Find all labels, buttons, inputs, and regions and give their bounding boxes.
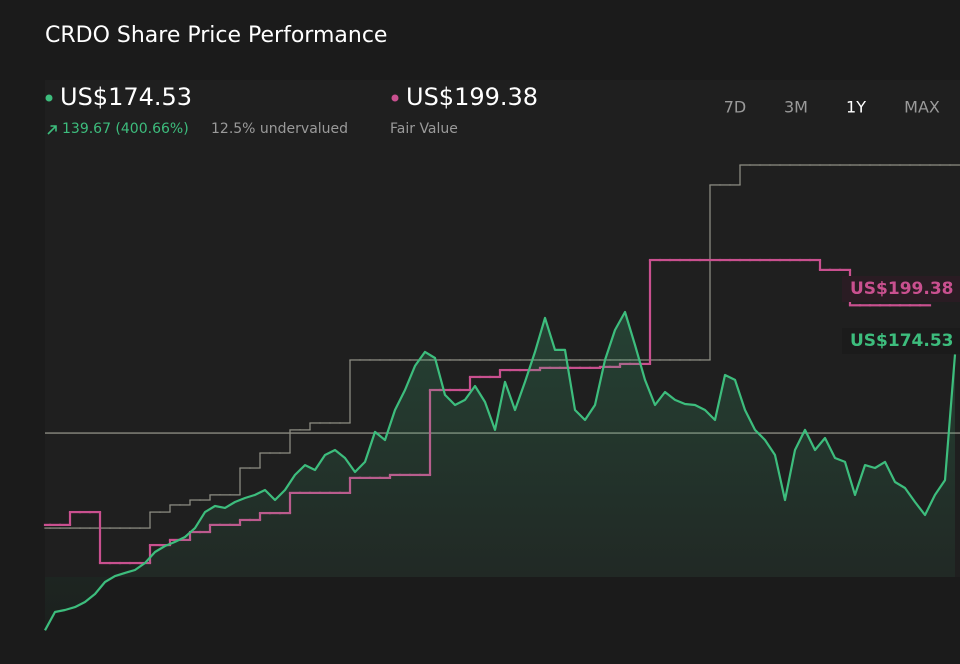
period-button[interactable]: 1Y (846, 98, 866, 117)
value-label: US$174.53 (850, 331, 953, 351)
price: US$174.53 (60, 83, 192, 111)
title: CRDO Share Price Performance (45, 23, 387, 48)
fair-value: US$199.38 (406, 83, 538, 111)
value-label-box (842, 328, 960, 354)
price-dot (45, 94, 53, 102)
valuation: 12.5% undervalued (211, 121, 348, 137)
value-label-box (842, 276, 960, 302)
price-change: 139.67 (400.66%) (62, 121, 189, 137)
period-button[interactable]: 7D (724, 98, 747, 117)
price-area (45, 312, 955, 631)
period-button[interactable]: 3M (784, 98, 808, 117)
period-button[interactable]: MAX (904, 98, 940, 117)
fair-value-dot (391, 94, 399, 102)
fair-value-label: Fair Value (390, 121, 458, 137)
value-label: US$199.38 (850, 279, 953, 299)
price-line (44, 310, 957, 631)
period-selector: 7D 3M 1Y MAX (724, 98, 940, 117)
plot: US$199.38 US$174.53 (43, 164, 960, 631)
up-arrow-icon (47, 125, 57, 135)
